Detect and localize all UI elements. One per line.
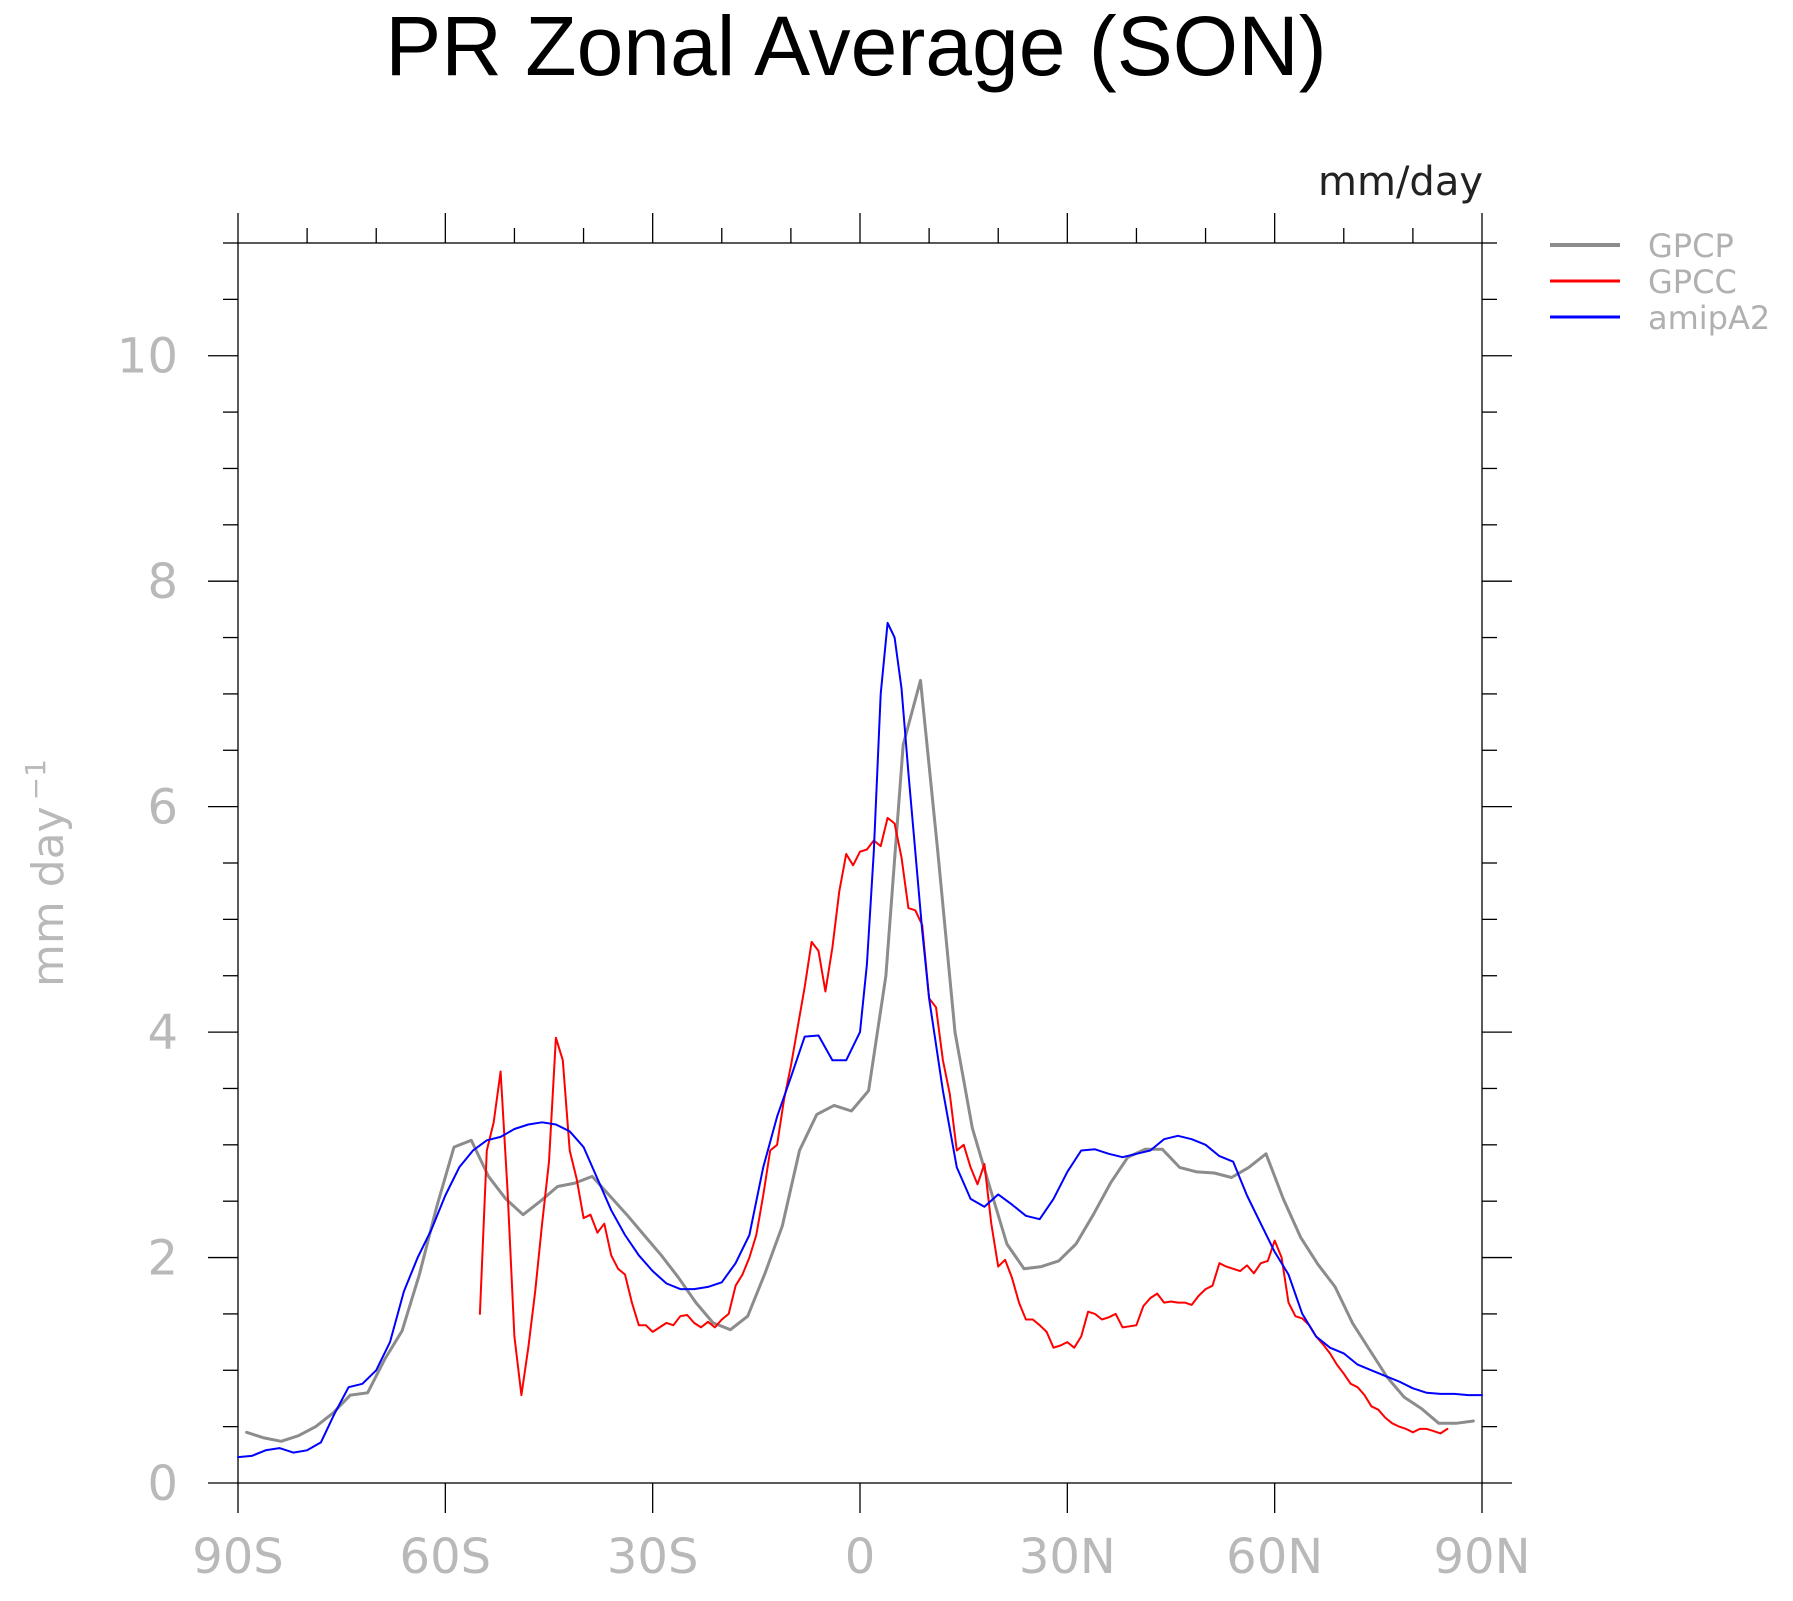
series-line-amipa2 — [237, 621, 1483, 1459]
series-line-gpcp — [245, 678, 1475, 1443]
axis-ticks — [208, 213, 1512, 1513]
x-tick-label: 30S — [607, 1529, 699, 1585]
legend-label-gpcc: GPCC — [1648, 263, 1737, 301]
x-tick-label: 90N — [1434, 1529, 1531, 1585]
y-axis-label-exponent: −1 — [19, 759, 52, 800]
y-axis-label: mm day −1 — [19, 759, 74, 987]
y-tick-label: 6 — [147, 780, 178, 836]
series-line-gpcc — [478, 816, 1449, 1435]
units-label: mm/day — [1318, 159, 1483, 205]
axis-tick-labels: 90S 60S 30S 0 30N 60N 90N 0 2 4 6 8 10 — [117, 329, 1531, 1585]
legend-label-gpcp: GPCP — [1648, 227, 1734, 265]
x-tick-label: 90S — [192, 1529, 284, 1585]
y-axis-label-text: mm day — [23, 806, 74, 987]
y-tick-label: 0 — [147, 1456, 178, 1512]
chart-title: PR Zonal Average (SON) — [385, 0, 1327, 93]
x-tick-label: 0 — [845, 1529, 876, 1585]
plot-area: 90S 60S 30S 0 30N 60N 90N 0 2 4 6 8 10 — [117, 213, 1531, 1585]
y-tick-label: 2 — [147, 1231, 178, 1287]
x-tick-label: 60N — [1226, 1529, 1323, 1585]
x-tick-label: 60S — [400, 1529, 492, 1585]
y-tick-label: 8 — [147, 554, 178, 610]
y-tick-label: 4 — [147, 1005, 178, 1061]
y-tick-label: 10 — [117, 329, 178, 385]
legend-label-amipa2: amipA2 — [1648, 299, 1770, 337]
x-tick-label: 30N — [1019, 1529, 1116, 1585]
data-lines — [237, 621, 1483, 1459]
